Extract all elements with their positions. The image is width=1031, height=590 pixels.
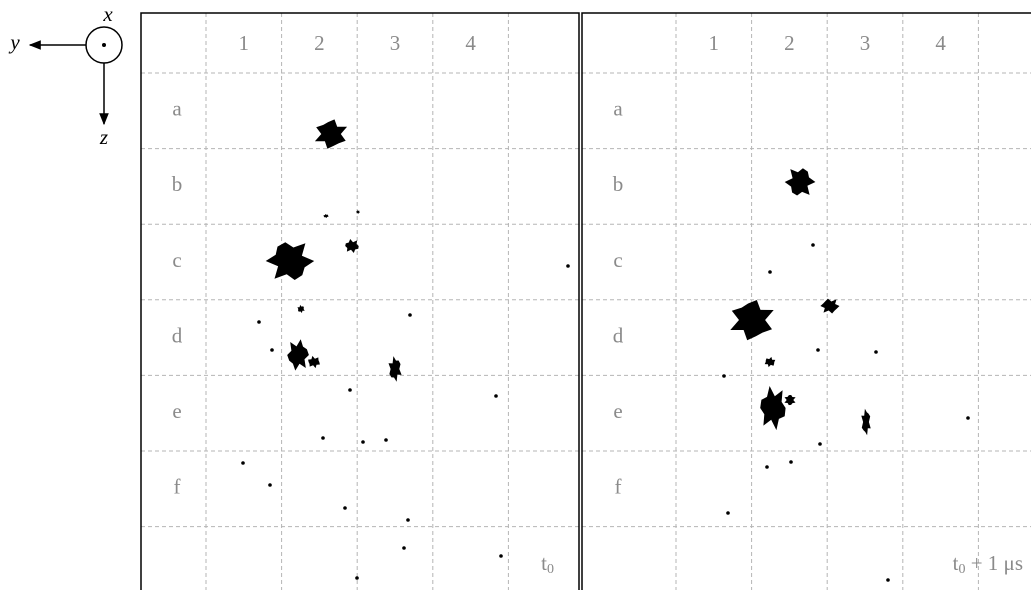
particle — [389, 356, 402, 382]
column-label: 1 — [239, 31, 250, 55]
row-label: c — [172, 248, 181, 272]
particle-dot — [384, 438, 388, 442]
particle-dot — [886, 578, 890, 582]
particle — [785, 168, 816, 195]
row-label: e — [172, 399, 181, 423]
y-axis-label: y — [8, 30, 20, 54]
time-suffix: + 1 μs — [965, 551, 1023, 575]
particle-dot — [874, 350, 878, 354]
particle-dot — [268, 483, 272, 487]
particle-dot — [408, 313, 412, 317]
particle-dot — [257, 320, 261, 324]
row-label: d — [613, 323, 624, 347]
particle-dot — [241, 461, 245, 465]
column-label: 4 — [935, 31, 946, 55]
particle-dot — [406, 518, 410, 522]
x-axis-label: x — [102, 2, 113, 26]
particle-dot — [566, 264, 570, 268]
row-label: f — [174, 475, 181, 499]
figure: x y z 1 2 3 4 a b c d e f t0 1 2 3 4 a b c d e f t0 + 1 μs — [0, 0, 1031, 590]
row-label: a — [613, 97, 623, 121]
particle — [315, 119, 347, 148]
particle-dot — [811, 243, 815, 247]
time-label: t0 — [541, 551, 554, 577]
panel-frame — [141, 13, 579, 590]
particle-dot — [321, 436, 325, 440]
column-label: 2 — [314, 31, 325, 55]
particle — [760, 386, 785, 430]
particle-dot — [768, 270, 772, 274]
time-label: t0 + 1 μs — [953, 551, 1023, 577]
row-label: a — [172, 97, 182, 121]
x-axis-dot — [102, 43, 106, 47]
particle-dot — [726, 511, 730, 515]
particle — [345, 239, 359, 253]
row-label: d — [172, 323, 183, 347]
particle — [765, 357, 776, 367]
row-label: b — [172, 172, 183, 196]
particle — [861, 409, 870, 436]
row-label: c — [613, 248, 622, 272]
row-label: b — [613, 172, 624, 196]
column-label: 3 — [860, 31, 871, 55]
particle-dot — [494, 394, 498, 398]
row-label: f — [615, 475, 622, 499]
particle-dot — [722, 374, 726, 378]
particle-dot — [343, 506, 347, 510]
particle — [308, 356, 320, 368]
column-label: 3 — [390, 31, 401, 55]
particle-dot — [499, 554, 503, 558]
axis-symbol: x y z — [8, 2, 122, 149]
z-axis-label: z — [99, 125, 108, 149]
row-label: e — [613, 399, 622, 423]
particle-dot — [361, 440, 365, 444]
particle-dot — [348, 388, 352, 392]
particle-dot — [765, 465, 769, 469]
particle-dot — [270, 348, 274, 352]
particle — [266, 242, 315, 280]
particle-dot — [789, 460, 793, 464]
particle — [730, 300, 773, 340]
particle-dot — [818, 442, 822, 446]
particle — [323, 214, 329, 218]
column-label: 4 — [465, 31, 476, 55]
time-sub: 0 — [547, 562, 554, 577]
column-label: 2 — [784, 31, 795, 55]
particle — [297, 305, 304, 313]
particle — [820, 299, 839, 314]
particle-dot — [816, 348, 820, 352]
grid — [141, 13, 1031, 590]
column-label: 1 — [709, 31, 720, 55]
particle-dot — [966, 416, 970, 420]
particle — [287, 339, 309, 370]
time-sub: 0 — [958, 562, 965, 577]
particles — [241, 119, 970, 581]
particle-dot — [402, 546, 406, 550]
particle — [784, 395, 795, 405]
panel-frame — [582, 13, 1031, 590]
particle-dot — [355, 576, 359, 580]
panels: 1 2 3 4 a b c d e f t0 1 2 3 4 a b c d e f t0 + 1 μs — [141, 13, 1031, 590]
